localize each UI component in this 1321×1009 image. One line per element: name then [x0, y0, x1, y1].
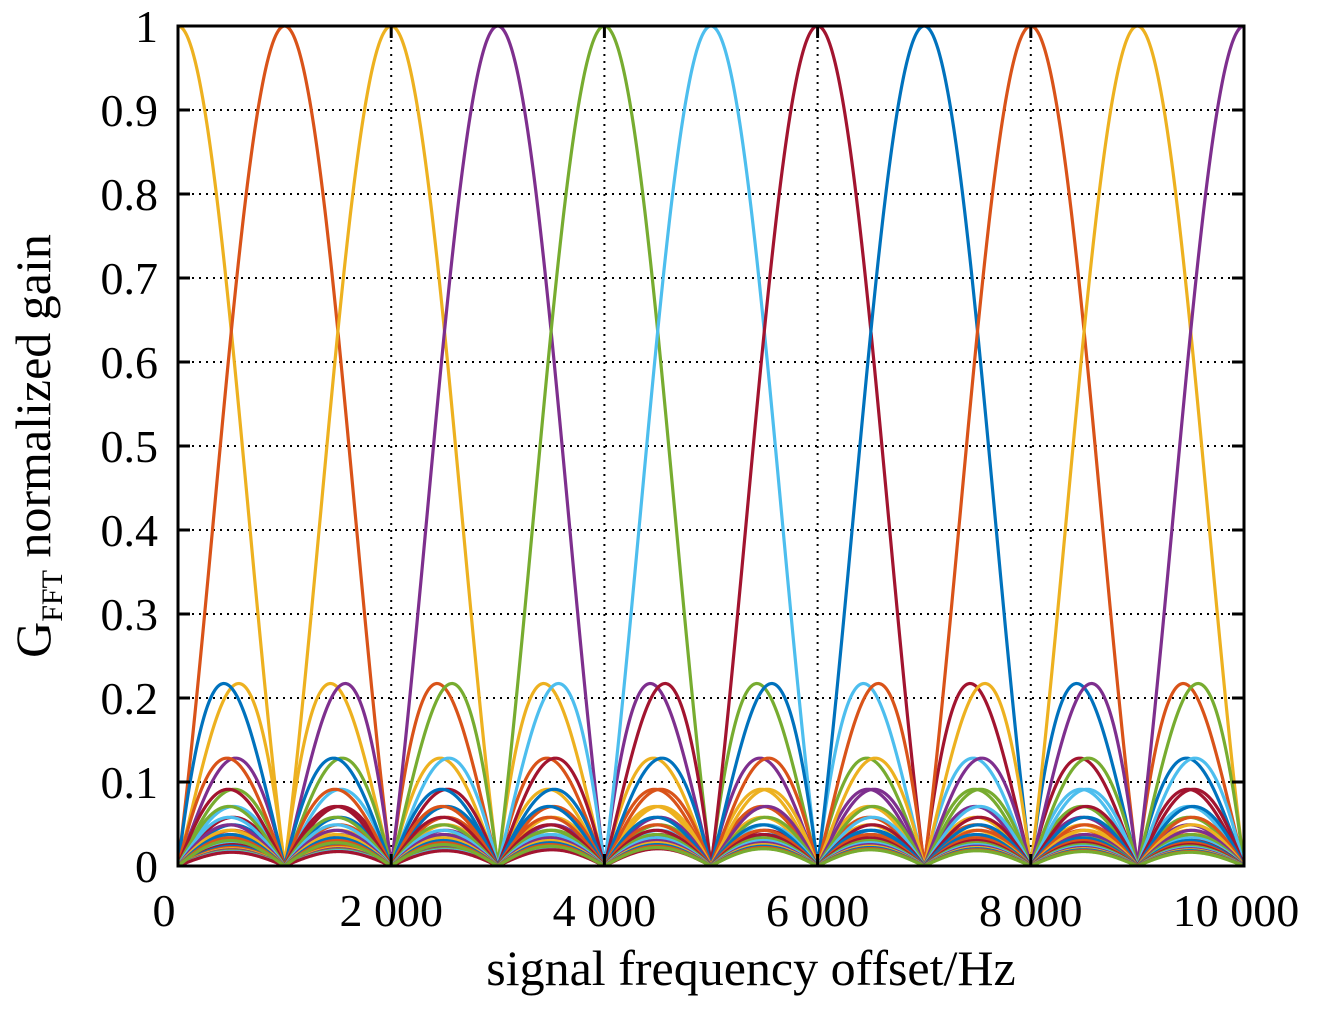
x-tick-labels: 0 2 000 4 000 6 000 8 000 10 000: [153, 885, 1300, 936]
y-tick-labels: 0 0.1 0.2 0.3 0.4 0.5 0.6 0.7 0.8 0.9 1: [101, 1, 159, 892]
series-lines: [178, 26, 1244, 866]
series-line-3: [178, 26, 1244, 866]
y-tick-label: 0.5: [101, 421, 159, 472]
y-tick-label: 0.9: [101, 85, 159, 136]
x-tick-label: 6 000: [766, 885, 870, 936]
series-line-30: [178, 838, 1244, 866]
series-line-6: [178, 26, 1244, 866]
y-tick-label: 0.4: [101, 505, 159, 556]
y-axis-title: GFFT normalized gain: [5, 234, 69, 658]
series-line-21: [178, 681, 1244, 866]
y-tick-label: 0.8: [101, 169, 159, 220]
series-line-4: [178, 26, 1244, 866]
x-tick-label: 2 000: [339, 885, 443, 936]
series-line-5: [178, 26, 1244, 866]
grid-lines: [178, 26, 1244, 866]
y-tick-label: 0: [135, 841, 158, 892]
y-tick-label: 0.6: [101, 337, 159, 388]
y-tick-label: 0.7: [101, 253, 159, 304]
y-axis-title-suffix: normalized gain: [5, 234, 61, 570]
x-tick-label: 8 000: [979, 885, 1083, 936]
y-axis-title-main: G: [5, 622, 61, 658]
x-tick-label: 10 000: [1173, 885, 1300, 936]
series-line-7: [178, 26, 1244, 866]
y-axis-title-subscript: FFT: [36, 570, 69, 622]
y-tick-label: 1: [135, 1, 158, 52]
y-tick-label: 0.3: [101, 589, 159, 640]
y-tick-label: 0.1: [101, 757, 159, 808]
axis-ticks: [176, 24, 1246, 868]
y-tick-label: 0.2: [101, 673, 159, 724]
x-tick-label: 4 000: [553, 885, 657, 936]
x-tick-label: 0: [153, 885, 176, 936]
series-line-22: [178, 756, 1244, 866]
x-axis-title: signal frequency offset/Hz: [486, 940, 1015, 996]
